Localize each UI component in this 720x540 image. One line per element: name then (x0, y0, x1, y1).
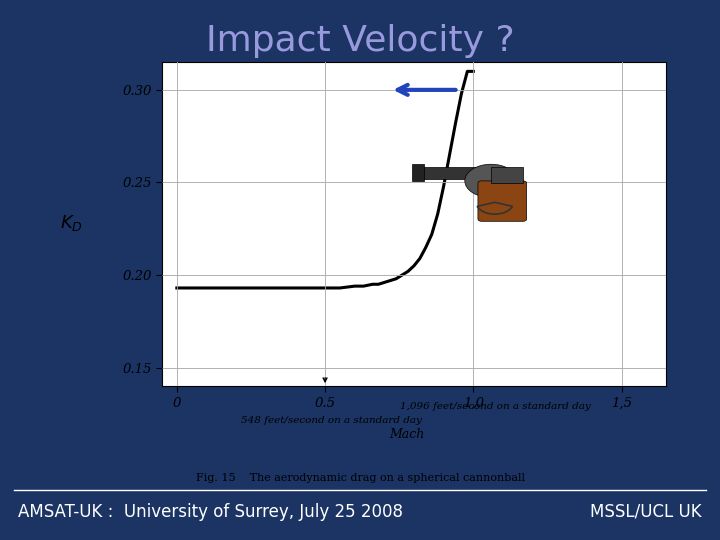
FancyBboxPatch shape (478, 181, 526, 221)
Circle shape (465, 164, 517, 198)
Bar (416, 167, 495, 179)
Text: AMSAT-UK :  University of Surrey, July 25 2008: AMSAT-UK : University of Surrey, July 25… (18, 503, 403, 521)
Text: 1,096 feet/second on a standard day: 1,096 feet/second on a standard day (400, 402, 590, 410)
Text: Mach: Mach (390, 428, 424, 441)
Text: $K_D$: $K_D$ (60, 213, 83, 233)
Text: Impact Velocity ?: Impact Velocity ? (206, 24, 514, 58)
Text: Fig. 15    The aerodynamic drag on a spherical cannonball: Fig. 15 The aerodynamic drag on a spheri… (196, 473, 524, 483)
Text: 548 feet/second on a standard day: 548 feet/second on a standard day (241, 416, 422, 424)
Bar (413, 164, 423, 181)
Polygon shape (491, 167, 523, 183)
Text: MSSL/UCL UK: MSSL/UCL UK (590, 503, 702, 521)
